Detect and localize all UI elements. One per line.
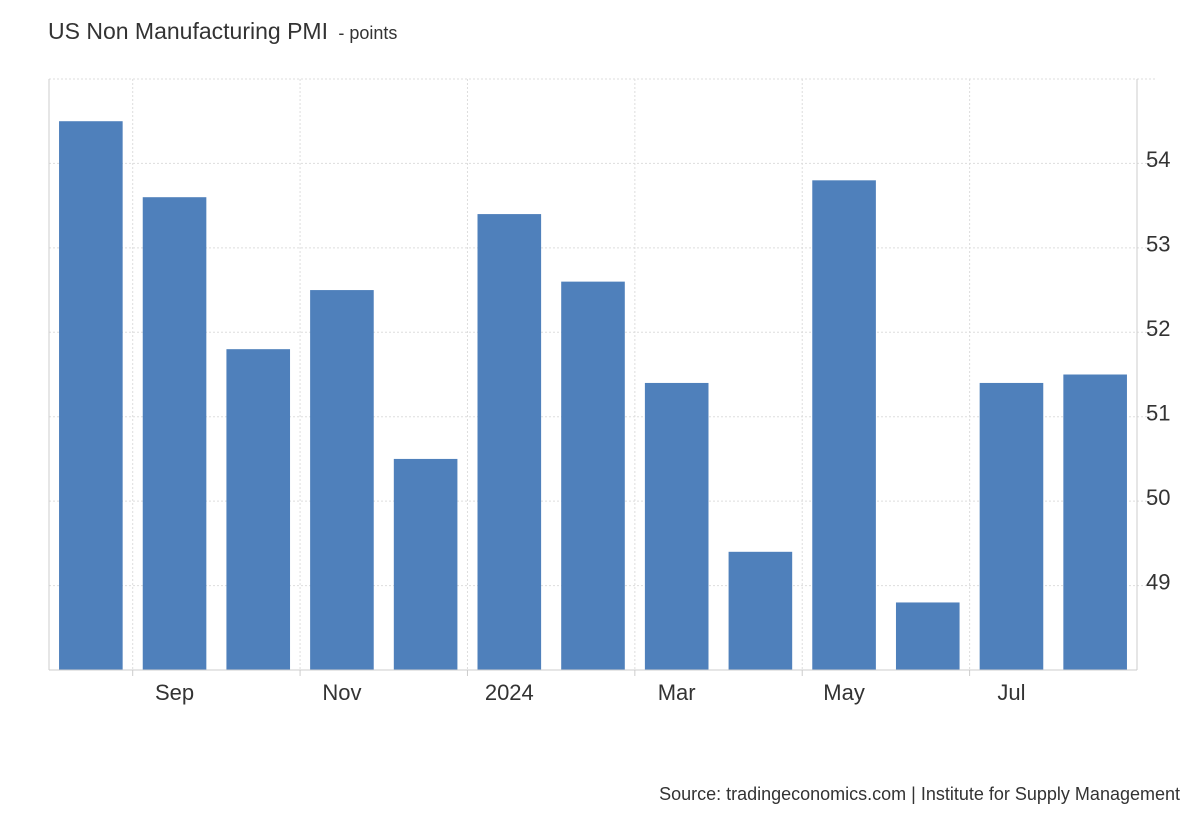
bar-jun-2024[interactable] bbox=[895, 602, 960, 670]
x-tick-label: Nov bbox=[322, 680, 361, 705]
x-tick-label: 2024 bbox=[485, 680, 534, 705]
chart-title: US Non Manufacturing PMI - points bbox=[48, 18, 397, 45]
bar-jul-2024[interactable] bbox=[979, 382, 1044, 670]
y-tick-label: 54 bbox=[1146, 147, 1170, 172]
x-tick-label: Mar bbox=[658, 680, 696, 705]
y-tick-label: 51 bbox=[1146, 401, 1170, 426]
bar-aug-2024[interactable] bbox=[1063, 374, 1127, 671]
bar-apr-2024[interactable] bbox=[728, 551, 793, 670]
x-tick-label: Sep bbox=[155, 680, 194, 705]
chart-title-text: US Non Manufacturing PMI bbox=[48, 18, 328, 44]
bar-oct-2023[interactable] bbox=[226, 349, 291, 670]
y-axis-labels: 49 50 51 52 53 54 bbox=[1146, 147, 1170, 594]
y-tick-label: 52 bbox=[1146, 316, 1170, 341]
bar-chart: 49 50 51 52 53 54 Sep Nov 2024 Mar May Jul bbox=[48, 78, 1170, 705]
bar-mar-2024[interactable] bbox=[644, 382, 709, 670]
chart-unit: - points bbox=[338, 23, 398, 43]
bar-nov-2023[interactable] bbox=[310, 290, 374, 670]
bars bbox=[59, 121, 1127, 671]
bar-aug-2023[interactable] bbox=[59, 121, 123, 670]
bar-dec-2023[interactable] bbox=[393, 458, 458, 670]
y-tick-label: 49 bbox=[1146, 569, 1170, 594]
y-tick-label: 53 bbox=[1146, 232, 1170, 257]
bar-may-2024[interactable] bbox=[812, 180, 876, 671]
y-tick-label: 50 bbox=[1146, 485, 1170, 510]
bar-feb-2024[interactable] bbox=[561, 281, 625, 670]
bar-jan-2024[interactable] bbox=[477, 214, 542, 671]
source-note: Source: tradingeconomics.com | Institute… bbox=[659, 784, 1180, 804]
x-tick-label: Jul bbox=[997, 680, 1025, 705]
axes bbox=[48, 79, 1138, 676]
x-tick-label: May bbox=[823, 680, 865, 705]
x-axis-labels: Sep Nov 2024 Mar May Jul bbox=[155, 680, 1026, 705]
bar-sep-2023[interactable] bbox=[142, 197, 207, 670]
